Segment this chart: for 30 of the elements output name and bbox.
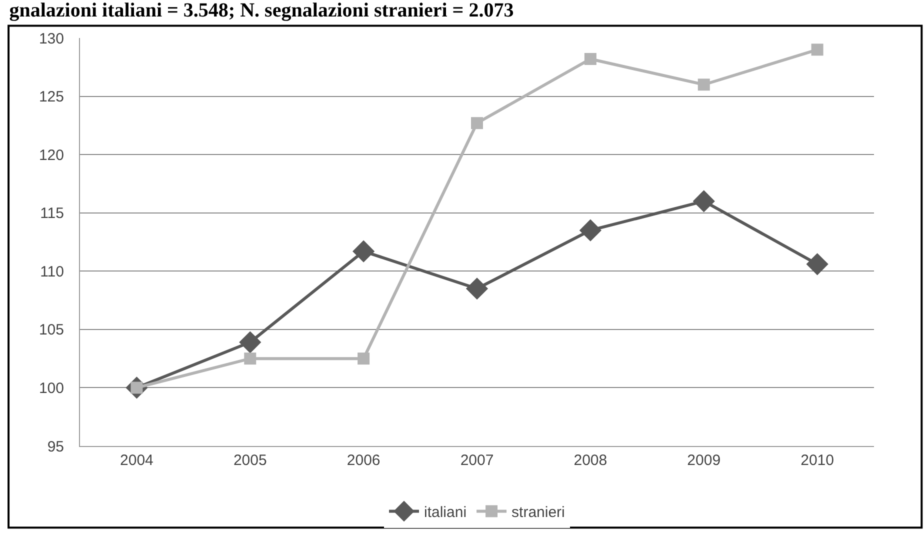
point — [244, 352, 256, 365]
y-tick-label: 95 — [47, 438, 64, 456]
point — [239, 331, 262, 354]
x-tick-label: 2007 — [460, 452, 494, 469]
y-tick-label: 115 — [40, 205, 64, 222]
y-tick-label: 120 — [38, 146, 64, 164]
x-tick-label: 2008 — [574, 452, 608, 469]
point — [579, 219, 602, 242]
point — [692, 190, 715, 212]
y-tick-label: 130 — [38, 30, 64, 48]
point — [358, 352, 370, 365]
point — [471, 117, 483, 130]
point — [584, 52, 596, 65]
y-tick-label: 110 — [40, 263, 64, 280]
legend-label: stranieri — [512, 504, 565, 522]
point — [698, 78, 710, 91]
point — [806, 253, 828, 276]
point — [811, 44, 824, 56]
legend-label: italiani — [424, 504, 467, 522]
y-tick-label: 105 — [38, 322, 64, 339]
x-tick-label: 2004 — [120, 452, 154, 469]
x-tick-label: 2010 — [800, 452, 834, 469]
point — [352, 240, 375, 262]
y-tick-label: 125 — [38, 88, 64, 106]
x-tick-label: 2005 — [233, 452, 267, 469]
x-tick-label: 2009 — [687, 452, 721, 469]
chart-title: gnalazioni italiani = 3.548; N. segnalazioni stranieri = 2.073 — [9, 0, 514, 22]
point — [466, 278, 488, 300]
x-tick-label: 2006 — [346, 452, 380, 469]
y-tick-label: 100 — [38, 380, 64, 397]
